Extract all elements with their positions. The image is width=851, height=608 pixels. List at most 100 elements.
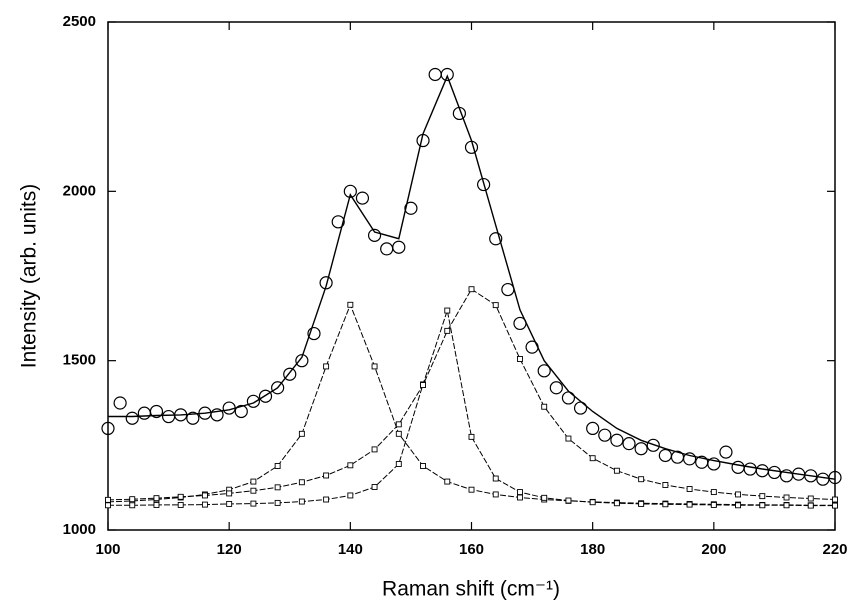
data-point bbox=[646, 438, 660, 452]
component-marker bbox=[201, 492, 208, 499]
data-point bbox=[428, 67, 442, 82]
data-point bbox=[816, 472, 830, 486]
component-marker bbox=[735, 491, 742, 498]
component-line bbox=[107, 288, 836, 501]
component-marker bbox=[444, 307, 451, 314]
component-marker bbox=[420, 382, 426, 389]
y-tick-label: 1000 bbox=[63, 521, 96, 538]
data-point bbox=[295, 354, 309, 368]
x-tick-label: 200 bbox=[701, 541, 726, 558]
data-point bbox=[367, 228, 382, 242]
data-point bbox=[283, 367, 297, 381]
component-marker bbox=[177, 493, 184, 500]
component-marker bbox=[613, 467, 620, 474]
x-tick-label: 160 bbox=[459, 541, 484, 558]
component-marker bbox=[323, 472, 330, 479]
component-marker bbox=[565, 435, 572, 442]
component-marker bbox=[759, 493, 766, 500]
component-marker bbox=[274, 463, 281, 469]
component-marker bbox=[517, 356, 523, 362]
component-marker bbox=[347, 492, 354, 499]
component-marker bbox=[395, 421, 402, 428]
data-point bbox=[634, 442, 648, 456]
fit-line bbox=[108, 74, 836, 480]
component-marker bbox=[444, 478, 451, 485]
component-marker bbox=[274, 484, 281, 491]
data-point bbox=[319, 276, 333, 290]
component-marker bbox=[832, 502, 838, 509]
data-point bbox=[743, 462, 757, 476]
component-marker bbox=[638, 476, 645, 483]
component-marker bbox=[662, 501, 669, 508]
data-point bbox=[767, 465, 782, 480]
plot-frame bbox=[107, 21, 836, 531]
data-point bbox=[537, 364, 551, 378]
component-marker bbox=[250, 487, 257, 494]
component-line bbox=[108, 308, 835, 507]
data-point bbox=[464, 140, 479, 154]
component-marker bbox=[298, 498, 305, 505]
component-marker bbox=[468, 433, 475, 440]
data-point bbox=[489, 232, 503, 246]
component-marker bbox=[177, 501, 184, 508]
component-marker bbox=[105, 502, 111, 509]
x-tick-label: 140 bbox=[338, 541, 363, 558]
component-marker bbox=[807, 502, 814, 509]
data-point bbox=[137, 406, 151, 420]
data-point bbox=[828, 470, 842, 485]
data-point bbox=[186, 411, 200, 425]
data-point bbox=[404, 201, 418, 215]
component-marker bbox=[274, 499, 281, 506]
component-marker bbox=[541, 403, 548, 410]
data-point bbox=[501, 282, 515, 297]
component-marker bbox=[492, 475, 499, 482]
data-point bbox=[755, 464, 769, 478]
data-point bbox=[731, 460, 745, 474]
y-axis-label: Intensity (arb. units) bbox=[18, 184, 41, 368]
data-point bbox=[561, 391, 576, 405]
component-marker bbox=[201, 501, 208, 508]
component-marker bbox=[541, 494, 548, 501]
x-axis-label: Raman shift (cm⁻¹) bbox=[382, 578, 560, 601]
component-marker bbox=[468, 286, 475, 293]
y-tick-label: 2000 bbox=[63, 182, 96, 199]
data-point bbox=[380, 242, 394, 256]
data-point bbox=[598, 428, 612, 442]
data-point bbox=[549, 381, 563, 395]
data-point bbox=[477, 177, 491, 192]
component-marker bbox=[662, 482, 669, 488]
component-marker bbox=[371, 446, 378, 453]
component-marker bbox=[420, 463, 426, 469]
data-point bbox=[610, 433, 624, 447]
component-marker bbox=[153, 495, 160, 502]
component-marker bbox=[492, 302, 499, 309]
x-tick-label: 120 bbox=[217, 541, 242, 558]
data-point bbox=[658, 448, 672, 463]
component-marker bbox=[517, 494, 523, 501]
component-marker bbox=[444, 327, 451, 334]
data-point bbox=[258, 389, 273, 403]
component-marker bbox=[323, 496, 330, 503]
data-point bbox=[392, 240, 406, 254]
data-point bbox=[331, 215, 345, 229]
y-tick-label: 1500 bbox=[63, 352, 96, 369]
data-point bbox=[622, 437, 636, 451]
component-marker bbox=[371, 484, 378, 490]
data-point bbox=[210, 408, 224, 422]
data-point bbox=[343, 184, 357, 198]
component-marker bbox=[226, 490, 233, 497]
x-tick-label: 220 bbox=[822, 541, 847, 558]
data-point bbox=[707, 457, 721, 471]
component-marker bbox=[565, 497, 572, 504]
component-marker bbox=[395, 430, 402, 437]
component-marker bbox=[638, 500, 645, 507]
x-tick-label: 180 bbox=[580, 541, 605, 558]
data-point bbox=[804, 469, 818, 483]
component-marker bbox=[783, 502, 790, 509]
component-marker bbox=[735, 502, 742, 509]
component-marker bbox=[710, 489, 717, 496]
component-marker bbox=[298, 479, 305, 486]
component-marker bbox=[250, 500, 257, 507]
component-marker bbox=[589, 455, 596, 462]
